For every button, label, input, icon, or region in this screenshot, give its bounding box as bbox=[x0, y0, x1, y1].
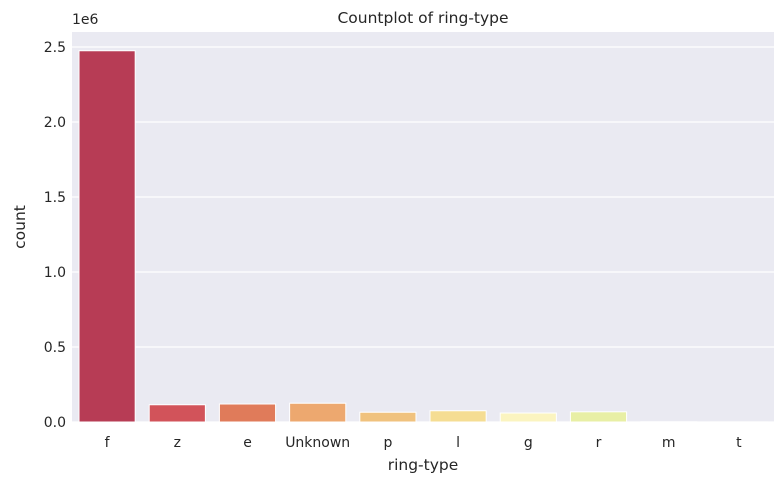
x-tick-label: r bbox=[596, 435, 602, 451]
bar-r bbox=[569, 411, 628, 423]
y-tick-labels: 0.0 0.5 1.0 1.5 2.0 2.5 bbox=[44, 40, 66, 431]
bar-f bbox=[78, 50, 136, 423]
x-tick-label: z bbox=[174, 435, 181, 451]
y-tick-label: 2.5 bbox=[44, 40, 66, 56]
bar-l bbox=[429, 410, 487, 423]
x-tick-label: Unknown bbox=[285, 435, 350, 451]
y-tick-label: 1.0 bbox=[44, 265, 66, 281]
bar-g bbox=[499, 412, 557, 423]
bar-e bbox=[218, 403, 277, 423]
y-offset-label: 1e6 bbox=[72, 12, 99, 28]
y-tick-label: 0.0 bbox=[44, 415, 66, 431]
x-tick-labels: f z e Unknown p l g r m t bbox=[105, 435, 743, 451]
x-tick-label: l bbox=[456, 435, 460, 451]
plot-background bbox=[72, 32, 774, 422]
bar-unknown bbox=[289, 402, 347, 423]
y-axis-label: count bbox=[11, 205, 29, 249]
chart-title: Countplot of ring-type bbox=[337, 9, 508, 27]
x-tick-label: e bbox=[243, 435, 252, 451]
bar-z bbox=[148, 404, 206, 423]
x-tick-label: f bbox=[105, 435, 111, 451]
y-tick-label: 2.0 bbox=[44, 115, 66, 131]
x-tick-label: g bbox=[524, 435, 533, 451]
x-tick-label: t bbox=[736, 435, 742, 451]
x-tick-label: p bbox=[383, 435, 392, 451]
bar-p bbox=[359, 411, 417, 423]
x-axis-label: ring-type bbox=[388, 456, 459, 474]
y-tick-label: 0.5 bbox=[44, 340, 66, 356]
x-tick-label: m bbox=[662, 435, 676, 451]
y-tick-label: 1.5 bbox=[44, 190, 66, 206]
bars bbox=[78, 50, 768, 423]
